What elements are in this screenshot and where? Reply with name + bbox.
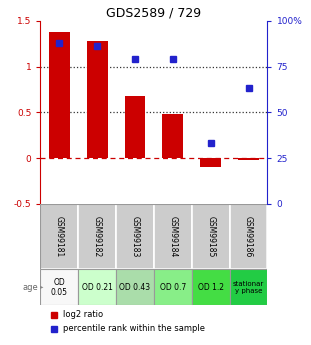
Text: age: age bbox=[23, 283, 39, 292]
Text: GSM99184: GSM99184 bbox=[168, 216, 177, 257]
FancyBboxPatch shape bbox=[192, 269, 230, 305]
FancyBboxPatch shape bbox=[154, 269, 192, 305]
Text: GSM99181: GSM99181 bbox=[55, 216, 64, 257]
Bar bbox=[125, 96, 146, 158]
Text: percentile rank within the sample: percentile rank within the sample bbox=[63, 324, 205, 333]
FancyBboxPatch shape bbox=[78, 204, 116, 269]
Bar bbox=[200, 158, 221, 167]
Title: GDS2589 / 729: GDS2589 / 729 bbox=[106, 7, 202, 20]
FancyBboxPatch shape bbox=[192, 204, 230, 269]
FancyBboxPatch shape bbox=[230, 204, 267, 269]
Text: OD 0.21: OD 0.21 bbox=[82, 283, 113, 292]
FancyBboxPatch shape bbox=[230, 269, 267, 305]
FancyBboxPatch shape bbox=[40, 204, 78, 269]
Text: log2 ratio: log2 ratio bbox=[63, 310, 103, 319]
FancyBboxPatch shape bbox=[116, 204, 154, 269]
Bar bbox=[87, 41, 108, 158]
Bar bbox=[238, 158, 259, 160]
FancyBboxPatch shape bbox=[154, 204, 192, 269]
FancyBboxPatch shape bbox=[116, 269, 154, 305]
Bar bbox=[49, 32, 70, 158]
Text: OD 1.2: OD 1.2 bbox=[198, 283, 224, 292]
Text: GSM99182: GSM99182 bbox=[93, 216, 102, 257]
Text: OD 0.7: OD 0.7 bbox=[160, 283, 186, 292]
FancyBboxPatch shape bbox=[78, 269, 116, 305]
Text: GSM99183: GSM99183 bbox=[131, 216, 140, 257]
Text: GSM99185: GSM99185 bbox=[206, 216, 215, 257]
Text: OD 0.43: OD 0.43 bbox=[119, 283, 151, 292]
Bar bbox=[162, 114, 183, 158]
FancyBboxPatch shape bbox=[40, 269, 78, 305]
Polygon shape bbox=[40, 286, 44, 289]
Text: OD
0.05: OD 0.05 bbox=[51, 278, 68, 297]
Text: stationar
y phase: stationar y phase bbox=[233, 281, 264, 294]
Text: GSM99186: GSM99186 bbox=[244, 216, 253, 257]
